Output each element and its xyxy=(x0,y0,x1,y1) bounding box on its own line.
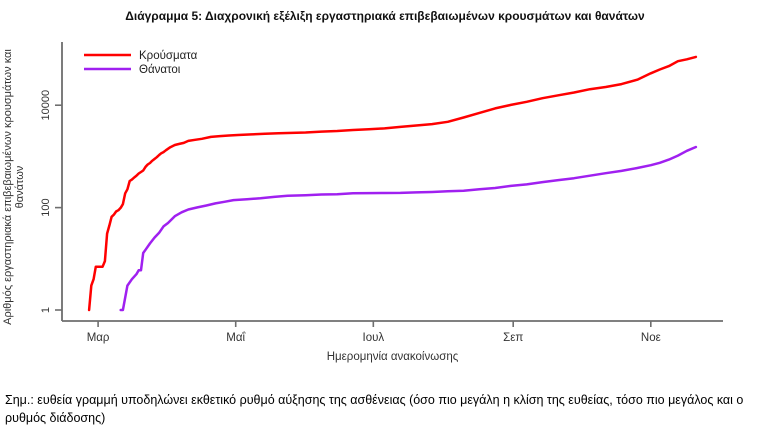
series-line-deaths xyxy=(119,145,698,312)
y-tick-label: 1 xyxy=(40,307,52,313)
x-tick-label: Σεπ xyxy=(503,332,523,344)
y-axis-label: Αριθμός εργαστηριακά επιβεβαιωμένων κρου… xyxy=(2,49,26,325)
y-tick-label: 10000 xyxy=(40,90,52,121)
legend-label: Θάνατοι xyxy=(139,64,181,76)
footnote: Σημ.: ευθεία γραμμή υποδηλώνει εκθετικό … xyxy=(5,393,744,426)
chart-title: Διάγραμμα 5: Διαχρονική εξέλιξη εργαστηρ… xyxy=(125,9,645,23)
legend: Κρούσματα Θάνατοι xyxy=(84,50,198,76)
x-axis-label: Ημερομηνία ανακοίνωσης xyxy=(326,351,459,363)
x-tick-label: Μαΐ xyxy=(226,332,246,344)
series-line-cases xyxy=(87,55,698,312)
y-tick-label: 100 xyxy=(40,198,52,216)
x-tick-label: Μαρ xyxy=(87,332,110,344)
legend-label: Κρούσματα xyxy=(139,50,198,62)
x-tick-label: Νοε xyxy=(641,332,661,344)
x-tick-label: Ιουλ xyxy=(363,332,385,344)
